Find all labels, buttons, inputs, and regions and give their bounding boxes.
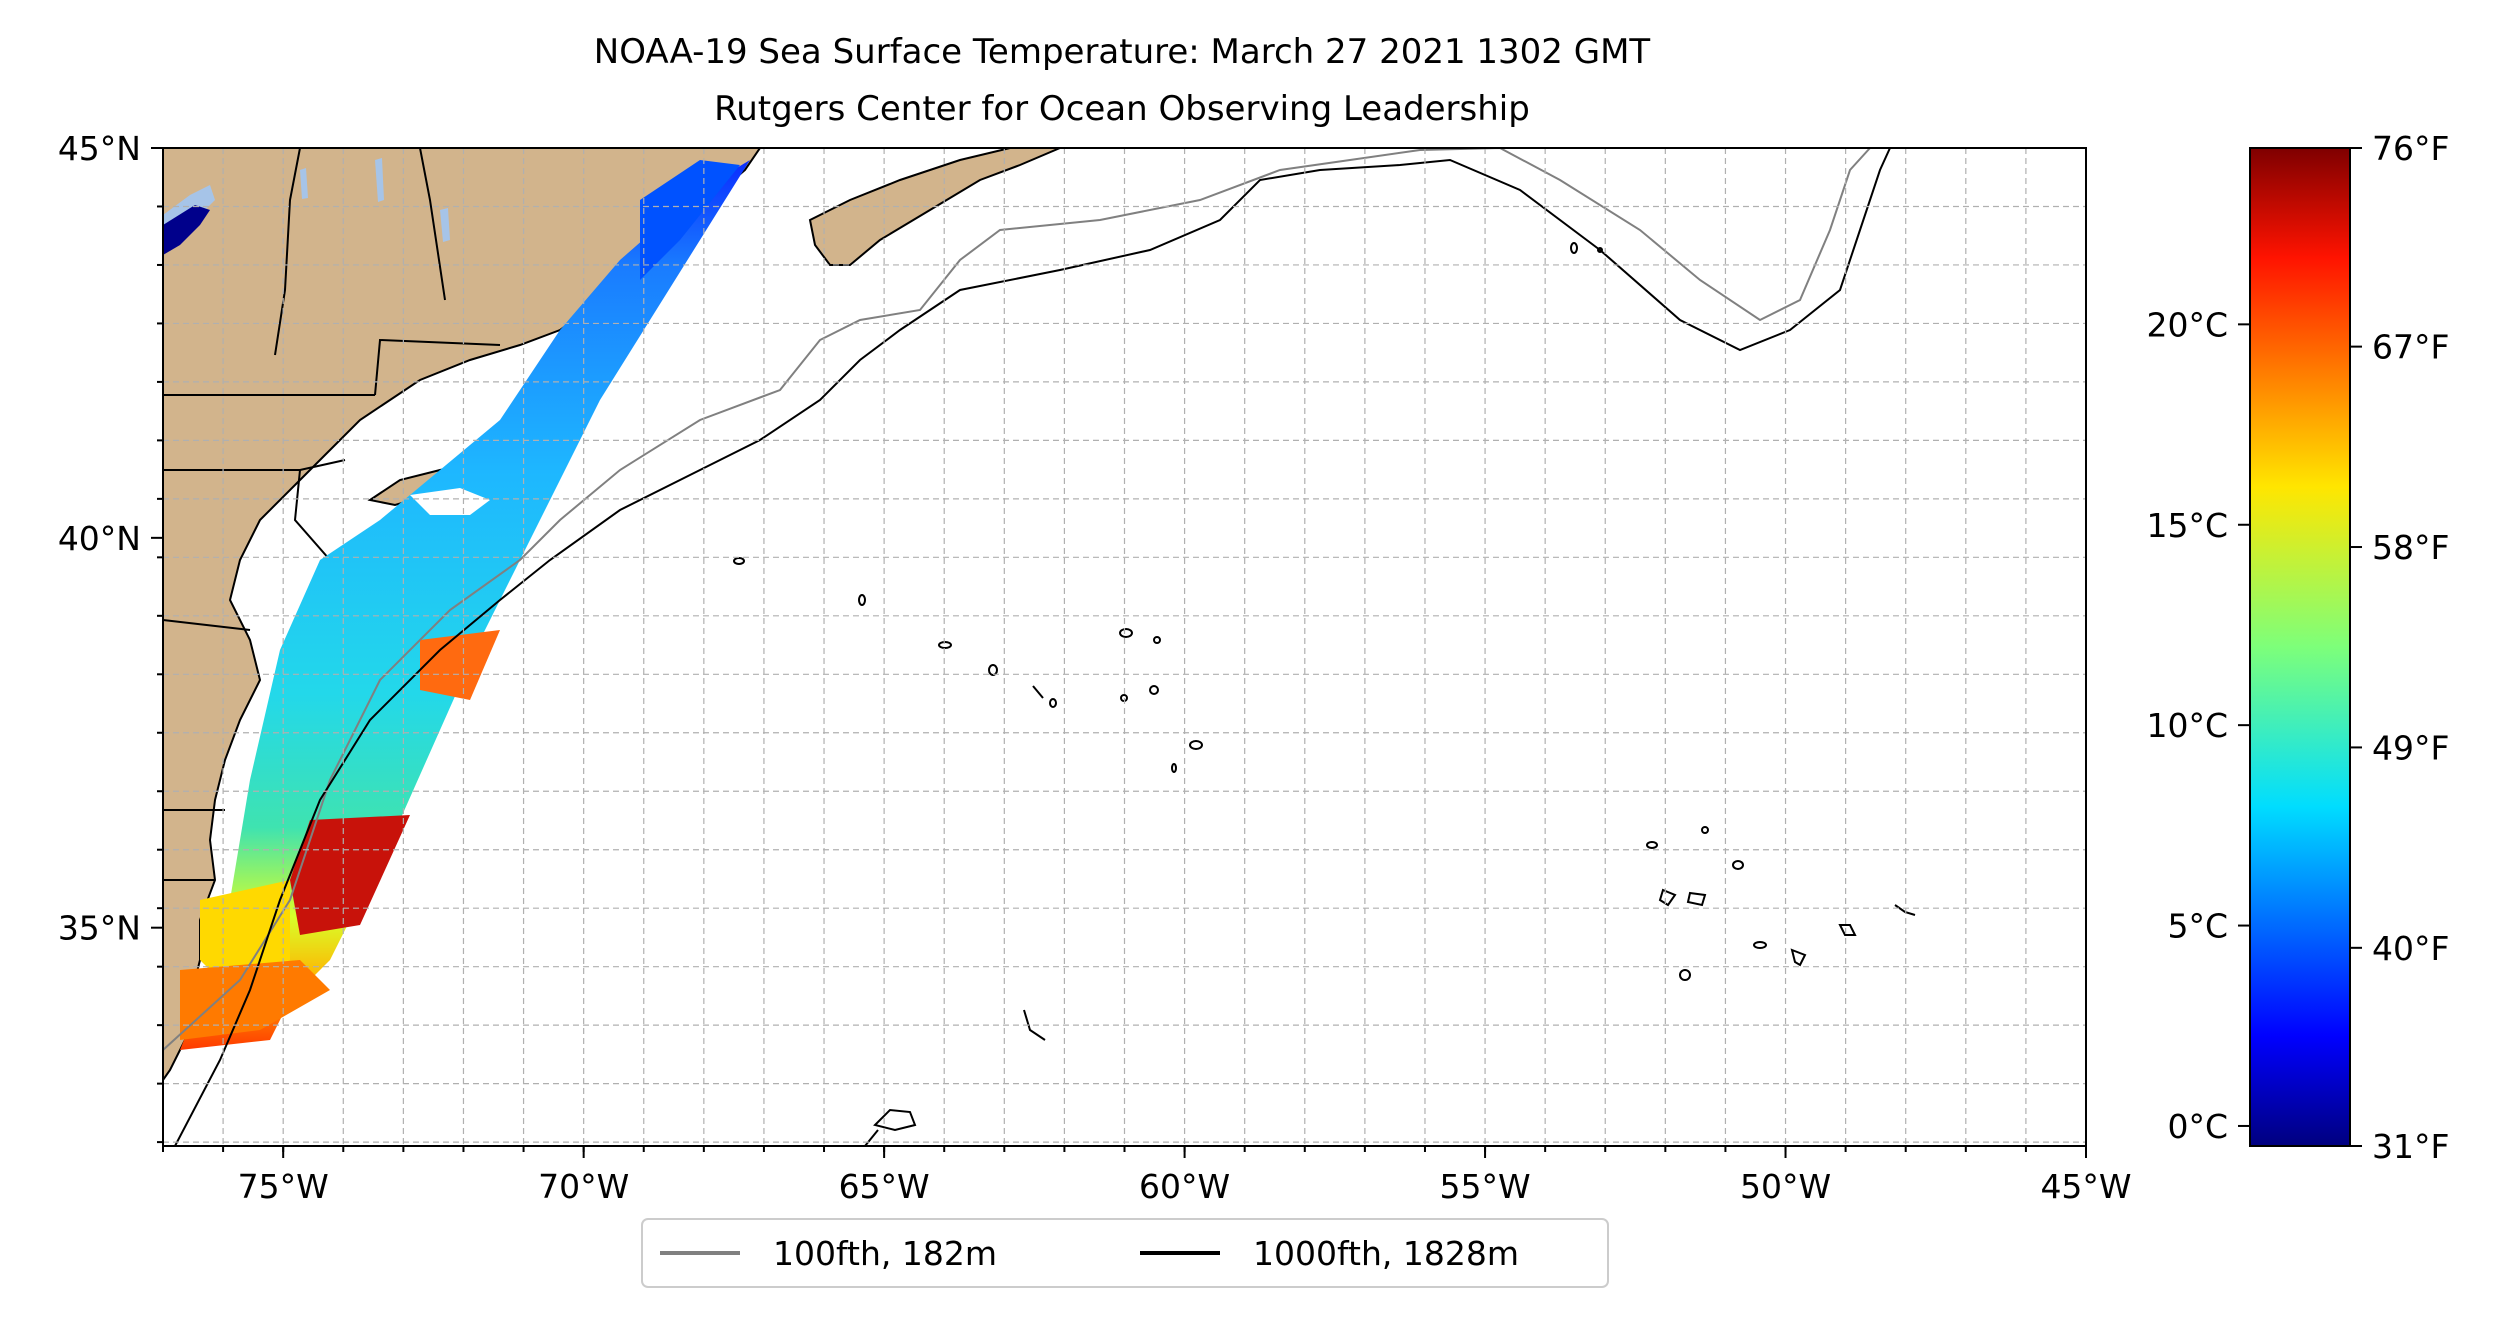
colorbar-celsius-label: 10°C <box>2146 706 2228 745</box>
lon-tick-label: 50°W <box>1740 1167 1831 1206</box>
colorbar-fahrenheit-label: 40°F <box>2372 929 2449 968</box>
map-title-line1: NOAA-19 Sea Surface Temperature: March 2… <box>594 32 1651 72</box>
map-title-line2: Rutgers Center for Ocean Observing Leade… <box>714 89 1530 129</box>
lat-tick-label: 45°N <box>58 129 141 168</box>
lon-tick-label: 55°W <box>1440 1167 1531 1206</box>
colorbar-celsius-label: 20°C <box>2146 305 2228 344</box>
lat-tick-label: 40°N <box>58 519 141 558</box>
map-axes: 75°W 70°W 65°W 60°W 55°W 50°W 45°W 35°N 40°N 45°N <box>58 129 2132 1206</box>
map-area <box>163 148 2086 1146</box>
colorbar-celsius-label: 15°C <box>2146 506 2228 545</box>
sst-warm-patch-mid <box>420 630 500 700</box>
colorbar-celsius-label: 5°C <box>2167 907 2228 946</box>
legend-label-100fth: 100fth, 182m <box>773 1234 997 1273</box>
lon-tick-label: 45°W <box>2040 1167 2131 1206</box>
sst-coastal-orange <box>180 960 330 1040</box>
lon-tick-label: 70°W <box>538 1167 629 1206</box>
colorbar-fahrenheit-label: 31°F <box>2372 1127 2449 1166</box>
sst-warm-patch-south <box>290 815 410 935</box>
colorbar-ticks: 0°C 5°C 10°C 15°C 20°C 31°F 40°F 49°F 58°F 67°F 76… <box>2146 129 2449 1166</box>
isobath-100fth <box>163 148 1871 1051</box>
colorbar: 0°C 5°C 10°C 15°C 20°C 31°F 40°F 49°F 58°F 67°F 76… <box>2146 129 2449 1166</box>
lon-tick-label: 60°W <box>1139 1167 1230 1206</box>
colorbar-fahrenheit-label: 58°F <box>2372 528 2449 567</box>
legend-label-1000fth: 1000fth, 1828m <box>1253 1234 1519 1273</box>
colorbar-fahrenheit-label: 49°F <box>2372 728 2449 767</box>
seamount-contours <box>733 242 1916 1146</box>
lon-tick-label: 75°W <box>238 1167 329 1206</box>
sst-cloud-gap <box>410 488 490 515</box>
lake-ontario-edge <box>163 205 210 255</box>
isobath-1000fth <box>174 148 1891 1146</box>
colorbar-fahrenheit-label: 76°F <box>2372 129 2449 168</box>
colorbar-gradient <box>2249 147 2351 1147</box>
lat-tick-label: 35°N <box>58 909 141 948</box>
lon-tick-label: 65°W <box>839 1167 930 1206</box>
grid-lines <box>163 148 2086 1146</box>
legend-box <box>641 1218 1609 1288</box>
sst-bay-cold-patch <box>640 160 740 280</box>
legend: 100fth, 182m 1000fth, 1828m <box>641 1218 1609 1288</box>
colorbar-celsius-label: 0°C <box>2167 1107 2228 1146</box>
state-borders <box>163 148 501 881</box>
colorbar-fahrenheit-label: 67°F <box>2372 328 2449 367</box>
